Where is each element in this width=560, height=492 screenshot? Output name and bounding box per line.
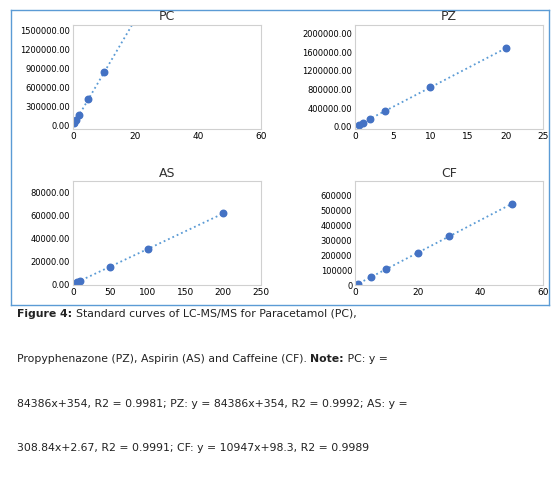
Text: Propyphenazone (PZ), Aspirin (AS) and Caffeine (CF).: Propyphenazone (PZ), Aspirin (AS) and Ca… — [17, 354, 310, 364]
Point — [72, 117, 81, 124]
Point — [354, 121, 363, 128]
Point — [69, 280, 78, 288]
Point — [445, 233, 454, 241]
Title: CF: CF — [441, 167, 457, 180]
Title: PC: PC — [158, 10, 175, 24]
Point — [70, 119, 79, 127]
Text: 84386x+354, R2 = 0.9981; PZ: y = 84386x+354, R2 = 0.9992; AS: y =: 84386x+354, R2 = 0.9981; PZ: y = 84386x+… — [17, 399, 408, 408]
Point — [366, 273, 375, 281]
Point — [358, 119, 367, 126]
Title: PZ: PZ — [441, 10, 457, 24]
Text: Standard curves of LC-MS/MS for Paracetamol (PC),: Standard curves of LC-MS/MS for Paraceta… — [76, 309, 356, 319]
Point — [84, 95, 93, 103]
Point — [72, 278, 81, 286]
Point — [100, 68, 109, 76]
Point — [507, 200, 516, 208]
Point — [501, 44, 510, 52]
Point — [426, 84, 435, 92]
Point — [219, 210, 228, 217]
Point — [143, 245, 152, 253]
Text: PC: y =: PC: y = — [344, 354, 388, 364]
Text: Note:: Note: — [310, 354, 344, 364]
Text: 308.84x+2.67, R2 = 0.9991; CF: y = 10947x+98.3, R2 = 0.9989: 308.84x+2.67, R2 = 0.9991; CF: y = 10947… — [17, 443, 369, 454]
Point — [74, 111, 83, 119]
Point — [76, 277, 85, 284]
Text: Figure 4:: Figure 4: — [17, 309, 76, 319]
Point — [354, 280, 363, 288]
Point — [366, 115, 375, 123]
Point — [413, 249, 422, 257]
Title: AS: AS — [158, 167, 175, 180]
Point — [381, 107, 390, 115]
Point — [382, 265, 391, 273]
Point — [106, 263, 115, 271]
